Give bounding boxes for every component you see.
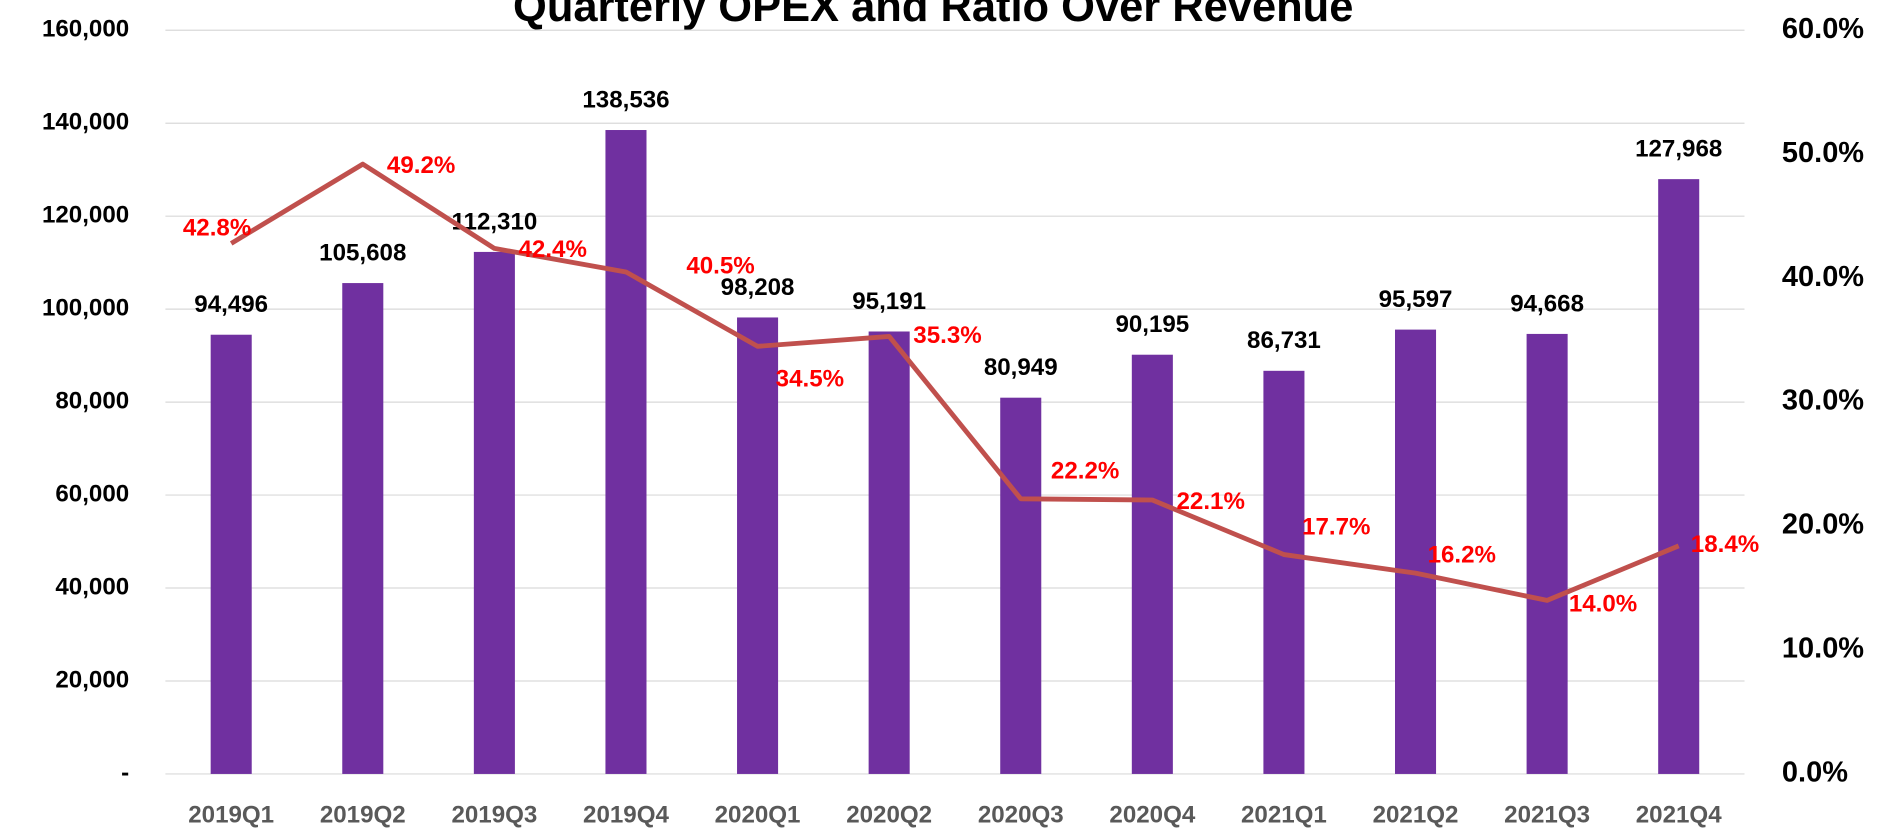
line-value-label: 22.2%	[1051, 458, 1119, 485]
chart-title: Quarterly OPEX and Ratio Over Revenue	[513, 0, 1353, 31]
y2-tick-label: 20.0%	[1782, 509, 1864, 541]
y2-tick-label: 40.0%	[1782, 261, 1864, 293]
line-value-label: 42.8%	[183, 214, 251, 241]
bar	[1526, 333, 1568, 774]
bar	[1658, 179, 1700, 774]
x-tick-label: 2020Q2	[846, 802, 932, 829]
bar	[868, 331, 910, 774]
bar-value-label: 80,949	[984, 354, 1058, 381]
line-value-label: 40.5%	[686, 253, 754, 280]
bar	[473, 251, 515, 774]
bar-value-label: 95,191	[852, 288, 926, 315]
y2-tick-label: 60.0%	[1782, 13, 1864, 45]
line-value-label: 17.7%	[1302, 513, 1370, 540]
line-value-label: 42.4%	[519, 236, 587, 263]
bar-value-label: 98,208	[721, 274, 795, 301]
bar	[1131, 354, 1173, 774]
bar-value-label: 138,536	[582, 86, 669, 113]
bar-value-label: 86,731	[1247, 327, 1321, 354]
y-tick-label: 60,000	[55, 480, 129, 507]
y-tick-label: 100,000	[42, 295, 129, 322]
line-value-label: 49.2%	[387, 152, 455, 179]
y-tick-label: 160,000	[42, 16, 129, 43]
x-tick-label: 2020Q4	[1109, 802, 1195, 829]
y-tick-label: 140,000	[42, 109, 129, 136]
line-value-label: 35.3%	[913, 322, 981, 349]
y2-tick-label: 0.0%	[1782, 757, 1848, 789]
bar	[737, 317, 779, 774]
bar-value-label: 105,608	[319, 239, 406, 266]
line-value-label: 18.4%	[1691, 531, 1759, 558]
x-tick-label: 2019Q3	[451, 802, 537, 829]
line-value-label: 34.5%	[776, 366, 844, 393]
bar	[210, 334, 252, 774]
bar	[605, 130, 647, 774]
x-tick-label: 2021Q3	[1504, 802, 1590, 829]
bar	[1395, 329, 1437, 774]
bar	[1263, 370, 1305, 774]
bar-value-label: 90,195	[1115, 311, 1189, 338]
x-tick-label: 2020Q3	[978, 802, 1064, 829]
y2-tick-label: 50.0%	[1782, 137, 1864, 169]
bar	[342, 283, 384, 774]
x-tick-label: 2019Q1	[188, 802, 274, 829]
y-tick-label: 120,000	[42, 202, 129, 229]
bar-value-label: 94,668	[1510, 290, 1584, 317]
bar	[1000, 397, 1042, 774]
x-tick-label: 2021Q1	[1241, 802, 1327, 829]
x-tick-label: 2019Q2	[320, 802, 406, 829]
x-tick-label: 2021Q4	[1636, 802, 1722, 829]
line	[229, 161, 1680, 603]
y-tick-label: 20,000	[55, 666, 129, 693]
bar-value-label: 95,597	[1379, 286, 1453, 313]
y2-tick-label: 10.0%	[1782, 633, 1864, 665]
x-tick-label: 2021Q2	[1373, 802, 1459, 829]
bar-value-label: 94,496	[194, 291, 268, 318]
line-value-label: 16.2%	[1428, 542, 1496, 569]
y-tick-label: 80,000	[55, 387, 129, 414]
x-tick-label: 2020Q1	[715, 802, 801, 829]
y-tick-label: -	[121, 759, 129, 786]
x-tick-label: 2019Q4	[583, 802, 669, 829]
line-value-label: 22.1%	[1176, 488, 1244, 515]
bar-value-label: 127,968	[1635, 136, 1722, 163]
y2-tick-label: 30.0%	[1782, 385, 1864, 417]
y-tick-label: 40,000	[55, 573, 129, 600]
line-value-label: 14.0%	[1569, 591, 1637, 618]
